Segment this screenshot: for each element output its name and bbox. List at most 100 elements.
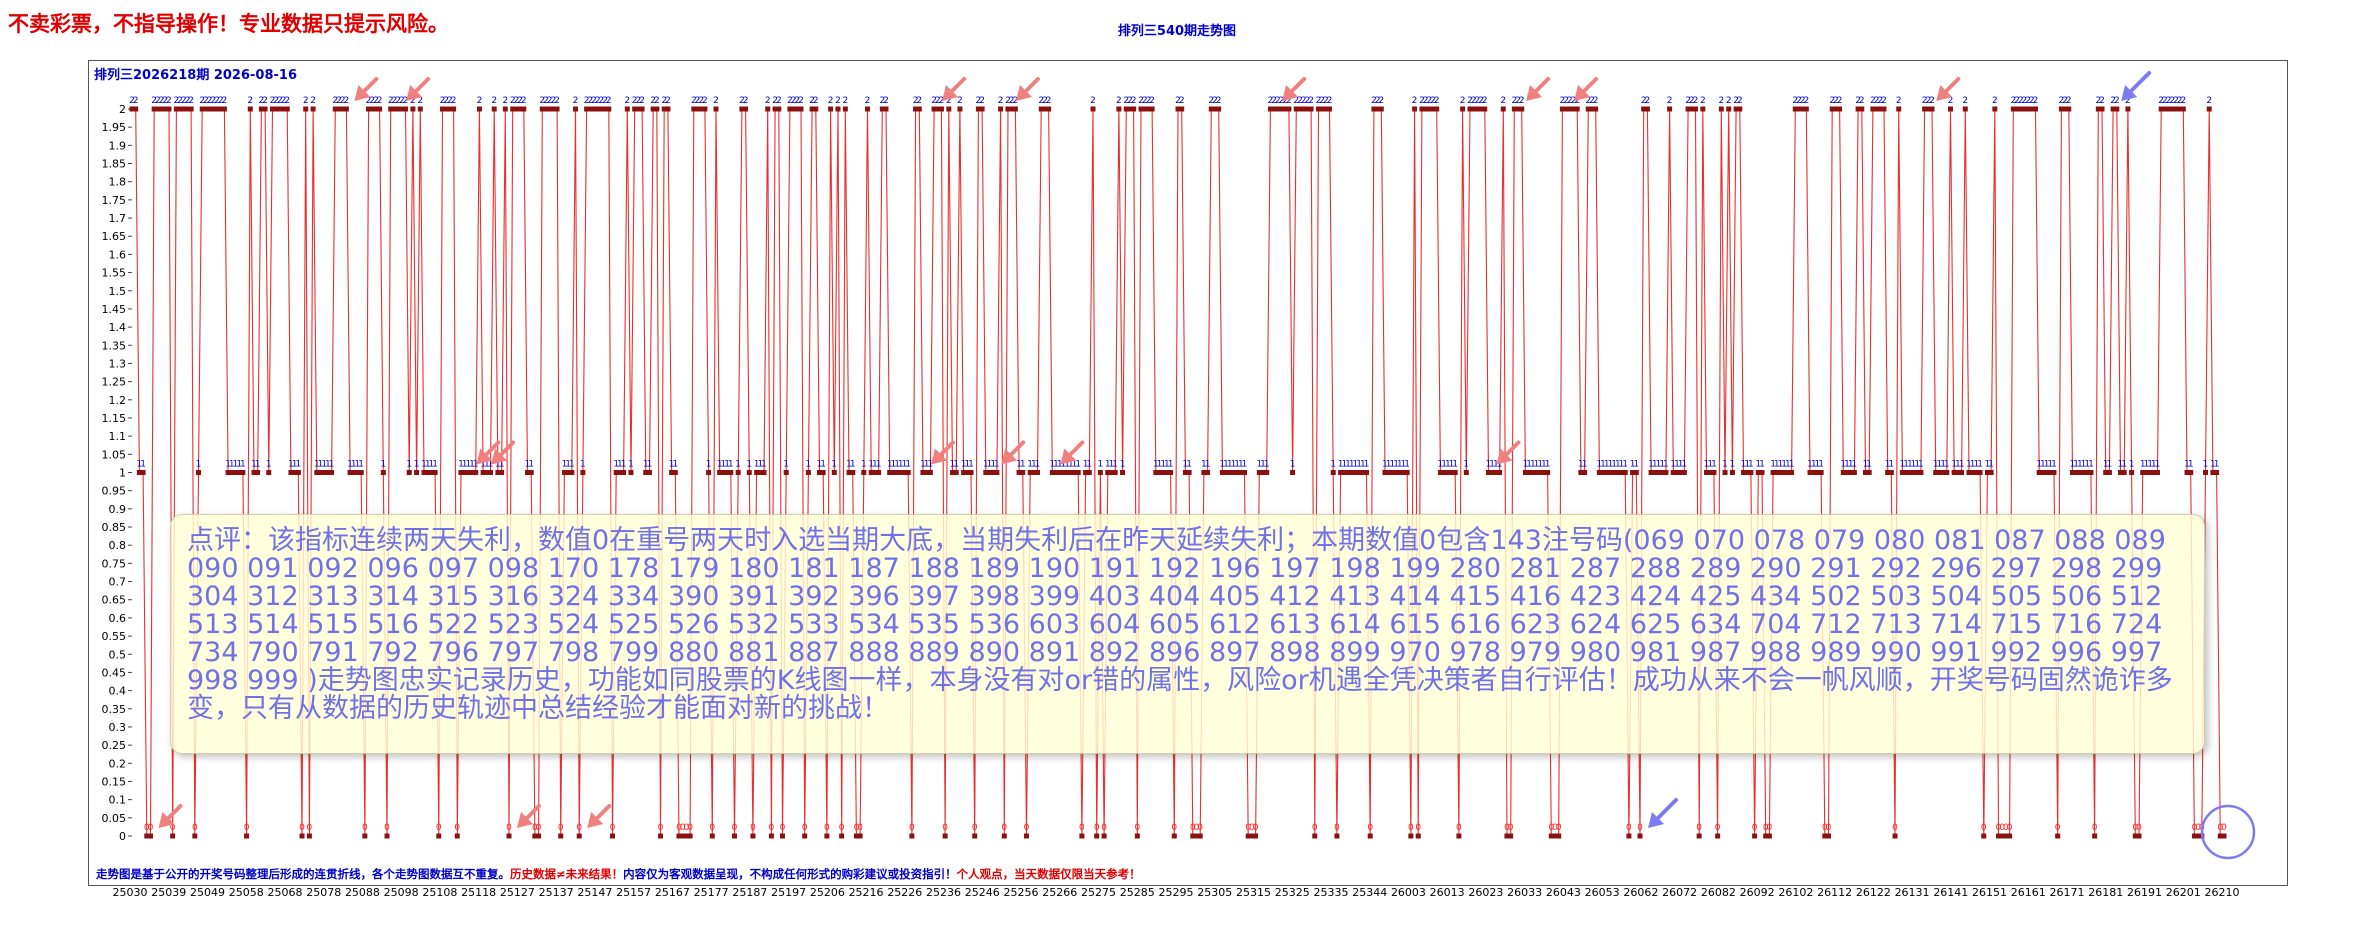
data-point <box>1526 470 1532 475</box>
data-label: 2 <box>443 96 449 106</box>
data-point <box>251 470 257 475</box>
data-point <box>1896 106 1902 112</box>
data-label: 2 <box>636 96 642 106</box>
data-point <box>1338 470 1344 475</box>
data-label: 2 <box>1090 96 1096 106</box>
arrow-head <box>1574 85 1591 101</box>
data-label: 2 <box>1896 96 1902 106</box>
data-point <box>2118 470 2124 475</box>
data-point <box>661 106 667 112</box>
data-label: 1 <box>1463 460 1469 470</box>
data-point <box>2047 470 2053 475</box>
data-point <box>1230 470 1236 475</box>
data-point <box>524 470 530 475</box>
data-point <box>2177 106 2183 112</box>
data-point <box>717 470 723 475</box>
data-label: 2 <box>691 96 697 106</box>
annotation-arrow <box>587 804 612 828</box>
y-tick-label: 1.9 <box>109 139 127 152</box>
data-label: 1 <box>1441 460 1447 470</box>
data-point <box>1966 470 1972 475</box>
data-label: 1 <box>990 460 996 470</box>
data-point <box>255 470 261 475</box>
data-point <box>1312 833 1318 839</box>
data-label: 2 <box>332 96 338 106</box>
data-label: 1 <box>321 460 327 470</box>
x-tick-label: 25030 <box>113 886 148 899</box>
data-point <box>1153 470 1159 475</box>
data-point <box>695 106 701 112</box>
data-point <box>1962 106 1968 112</box>
data-point <box>258 106 264 112</box>
data-point <box>920 470 926 475</box>
data-label: 1 <box>1057 460 1063 470</box>
data-point <box>1182 470 1188 475</box>
data-label: 2 <box>1423 96 1429 106</box>
x-tick-label: 25187 <box>732 886 767 899</box>
data-point <box>2073 470 2079 475</box>
data-point <box>1290 470 1296 475</box>
data-point <box>347 470 353 475</box>
data-label: 2 <box>1689 96 1695 106</box>
data-label: 0 <box>1637 823 1643 833</box>
arrow-shaft <box>523 804 542 822</box>
data-label: 1 <box>1903 460 1909 470</box>
data-point <box>133 106 139 112</box>
data-label: 0 <box>1767 823 1773 833</box>
data-label: 0 <box>2221 823 2227 833</box>
data-label: 1 <box>196 460 202 470</box>
annotation-arrow <box>2121 71 2152 101</box>
data-label: 1 <box>831 460 837 470</box>
data-point <box>809 106 815 112</box>
data-label: 1 <box>229 460 235 470</box>
data-point <box>1441 470 1447 475</box>
data-point <box>1223 470 1229 475</box>
data-label: 1 <box>717 460 723 470</box>
data-point <box>1430 106 1436 112</box>
y-tick-label: 1.2 <box>109 394 127 407</box>
data-label: 2 <box>199 96 205 106</box>
data-label: 2 <box>776 96 782 106</box>
data-point <box>369 106 375 112</box>
data-point <box>1378 106 1384 112</box>
data-label: 1 <box>1256 460 1262 470</box>
arrow-head <box>930 448 947 465</box>
data-point <box>181 106 187 112</box>
data-label: 1 <box>724 460 730 470</box>
annotation-arrow <box>1526 77 1551 101</box>
data-point <box>1585 106 1591 112</box>
data-label: 1 <box>1951 460 1957 470</box>
data-label: 1 <box>987 460 993 470</box>
data-label: 2 <box>2095 96 2101 106</box>
data-point <box>425 470 431 475</box>
data-point <box>399 106 405 112</box>
data-point <box>950 470 956 475</box>
data-point <box>325 470 331 475</box>
data-point <box>1016 470 1022 475</box>
data-label: 1 <box>1759 460 1765 470</box>
x-tick-label: 26181 <box>2088 886 2123 899</box>
data-label: 1 <box>964 460 970 470</box>
data-label: 2 <box>1042 96 1048 106</box>
data-point <box>1437 470 1443 475</box>
data-label: 1 <box>1914 460 1920 470</box>
data-point <box>1038 106 1044 112</box>
data-label: 0 <box>680 823 686 833</box>
data-label: 2 <box>2125 96 2131 106</box>
data-label: 2 <box>695 96 701 106</box>
x-tick-label: 26201 <box>2166 886 2201 899</box>
data-label: 2 <box>1925 96 1931 106</box>
arrow-shaft <box>412 77 431 95</box>
data-label: 2 <box>1308 96 1314 106</box>
data-point <box>576 833 582 839</box>
arrow-head <box>2121 85 2138 101</box>
data-label: 0 <box>1456 823 1462 833</box>
data-point <box>547 106 553 112</box>
data-label: 1 <box>927 460 933 470</box>
data-point <box>1792 106 1798 112</box>
data-point <box>1489 470 1495 475</box>
data-point <box>1696 833 1702 839</box>
data-point <box>1918 470 1924 475</box>
data-label: 2 <box>979 96 985 106</box>
data-point <box>628 470 634 475</box>
